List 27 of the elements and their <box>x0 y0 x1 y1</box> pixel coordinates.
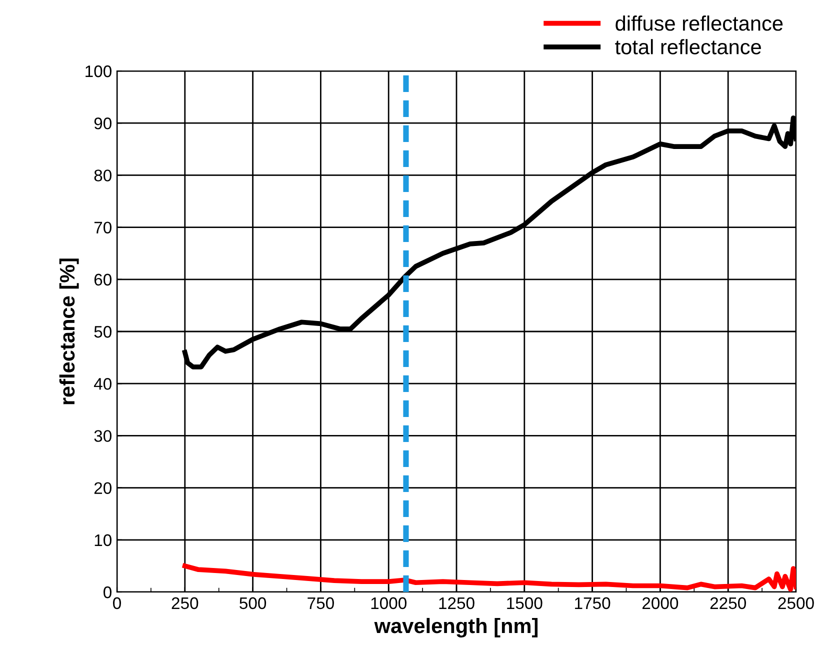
x-tick-label: 1750 <box>575 597 610 610</box>
x-tick-label: 2500 <box>778 597 814 610</box>
y-axis-title: reflectance [%] <box>59 258 79 404</box>
x-tick-label: 750 <box>308 597 334 610</box>
y-tick-label: 40 <box>94 378 112 390</box>
y-tick-label: 100 <box>86 65 112 78</box>
x-tick-label: 1500 <box>507 597 542 610</box>
x-tick-label: 2000 <box>642 597 678 610</box>
y-tick-label: 70 <box>94 222 112 234</box>
x-axis-title: wavelength [nm] <box>374 618 538 638</box>
x-tick-label: 2250 <box>710 597 746 610</box>
x-tick-label: 0 <box>113 597 121 610</box>
y-tick-label: 80 <box>94 170 112 182</box>
x-tick-label: 1250 <box>439 597 474 610</box>
y-tick-label: 20 <box>94 482 112 494</box>
x-tick-label: 250 <box>172 597 198 610</box>
y-tick-label: 50 <box>94 326 112 338</box>
legend-label: diffuse reflectance <box>616 15 783 31</box>
line-series <box>182 564 796 592</box>
x-tick-label: 500 <box>240 597 266 610</box>
y-tick-label: 10 <box>94 534 112 546</box>
legend-label: total reflectance <box>615 39 761 54</box>
y-tick-label: 30 <box>94 430 112 442</box>
x-tick-label: 1000 <box>371 597 406 610</box>
y-tick-label: 90 <box>94 118 112 130</box>
y-tick-label: 60 <box>94 274 112 286</box>
y-tick-label: 0 <box>104 586 112 598</box>
